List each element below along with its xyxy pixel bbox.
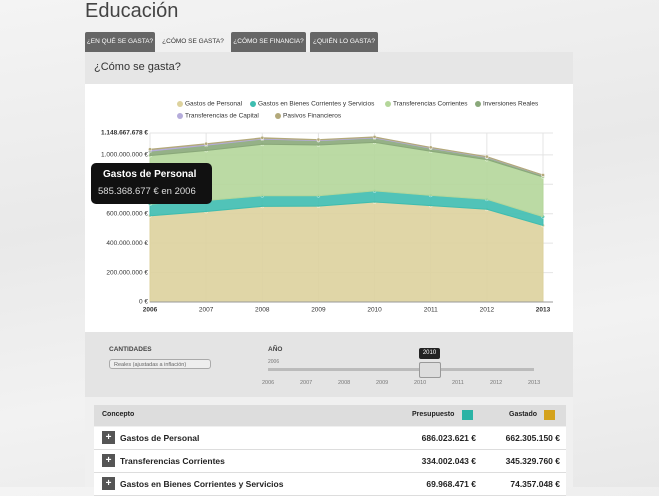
year-tick: 2006 bbox=[262, 380, 275, 386]
expand-button[interactable]: + bbox=[102, 477, 115, 490]
x-tick-label: 2009 bbox=[311, 307, 326, 314]
amounts-label: CANTIDADES bbox=[109, 346, 152, 353]
point bbox=[260, 136, 265, 140]
y-tick-label: 600.000.000 € bbox=[106, 210, 148, 217]
budget: 69.968.471 € bbox=[426, 479, 476, 489]
x-tick-label: 2011 bbox=[424, 307, 438, 314]
concept: Gastos de Personal bbox=[120, 433, 200, 443]
year-start: 2006 bbox=[268, 359, 280, 365]
chart: 0 € 200.000.000 € 400.000.000 € 600.000.000… bbox=[85, 84, 573, 332]
page-title: Educación bbox=[85, 0, 179, 22]
legend-marker bbox=[275, 113, 281, 119]
panel-title: ¿Cómo se gasta? bbox=[94, 61, 181, 73]
table-header: Concepto Presupuesto Gastado bbox=[94, 405, 566, 426]
tab[interactable]: ¿CÓMO SE FINANCIA? bbox=[231, 32, 306, 52]
expand-button[interactable]: + bbox=[102, 454, 115, 467]
tooltip-text: 585.368.677 € en 2006 bbox=[98, 186, 196, 197]
table-row: + Transferencias Corrientes 334.002.043 € 3… bbox=[94, 450, 566, 473]
tab[interactable]: ¿QUIÉN LO GASTA? bbox=[310, 32, 378, 52]
y-tick-label: 1.000.000.000 € bbox=[101, 152, 148, 159]
year-tick: 2010 bbox=[414, 380, 427, 386]
expand-button[interactable]: + bbox=[102, 431, 115, 444]
tab[interactable]: ¿EN QUÉ SE GASTA? bbox=[85, 32, 155, 52]
y-tick-label: 0 € bbox=[139, 299, 148, 306]
x-tick-label: 2010 bbox=[367, 307, 382, 314]
legend-marker bbox=[250, 101, 256, 107]
slider-track[interactable] bbox=[268, 368, 534, 371]
legend-label: Gastos en Bienes Corrientes y Servicios bbox=[258, 101, 375, 108]
table-row: + Gastos de Personal 686.023.621 € 662.305.… bbox=[94, 427, 566, 450]
budget: 686.023.621 € bbox=[421, 433, 476, 443]
x-tick-label: 2013 bbox=[536, 307, 551, 314]
legend-marker bbox=[385, 101, 391, 107]
legend-label: Transferencias de Capital bbox=[185, 113, 259, 120]
legend-marker bbox=[475, 101, 481, 107]
point bbox=[372, 135, 377, 139]
spent: 345.329.760 € bbox=[505, 456, 560, 466]
amounts-select[interactable]: Reales (ajustadas a inflación) bbox=[109, 359, 211, 369]
legend-label: Pasivos Financieros bbox=[283, 113, 342, 120]
point bbox=[204, 141, 208, 146]
header-cell[interactable]: Gastado bbox=[509, 411, 538, 418]
x-tick-label: 2007 bbox=[199, 307, 214, 314]
spent: 662.305.150 € bbox=[505, 433, 560, 443]
tooltip: Gastos de Personal 585.368.677 € en 2006 bbox=[91, 163, 212, 204]
tab-active[interactable]: ¿CÓMO SE GASTA? bbox=[159, 32, 227, 52]
year-tick: 2012 bbox=[490, 380, 503, 386]
slider-handle[interactable] bbox=[419, 362, 441, 378]
x-tick-label: 2006 bbox=[143, 307, 158, 314]
panel-header bbox=[85, 52, 573, 84]
year-tick: 2009 bbox=[376, 380, 389, 386]
legend-marker bbox=[177, 101, 183, 107]
legend-label: Inversiones Reales bbox=[483, 101, 539, 108]
point bbox=[148, 147, 152, 152]
point bbox=[428, 145, 433, 150]
point bbox=[541, 173, 545, 177]
area bbox=[149, 201, 544, 303]
x-tick-label: 2008 bbox=[255, 307, 270, 314]
spent: 74.357.048 € bbox=[510, 479, 560, 489]
tooltip-title: Gastos de Personal bbox=[103, 169, 197, 180]
year-tick: 2011 bbox=[452, 380, 464, 386]
point bbox=[485, 154, 489, 159]
year-tick: 2008 bbox=[338, 380, 351, 386]
y-tick-label: 400.000.000 € bbox=[106, 240, 148, 247]
year-label: AÑO bbox=[268, 346, 283, 353]
point bbox=[316, 137, 321, 142]
slider-value: 2010 bbox=[419, 348, 440, 359]
year-tick: 2007 bbox=[300, 380, 313, 386]
legend-label: Gastos de Personal bbox=[185, 101, 243, 108]
y-tick-label: 1.148.667.678 € bbox=[101, 130, 148, 137]
header-cell: Concepto bbox=[102, 411, 135, 418]
budget: 334.002.043 € bbox=[421, 456, 476, 466]
header-cell[interactable]: Presupuesto bbox=[412, 411, 455, 418]
legend-label: Transferencias Corrientes bbox=[393, 101, 468, 108]
legend-marker bbox=[177, 113, 183, 119]
year-tick: 2013 bbox=[528, 380, 541, 386]
y-tick-label: 200.000.000 € bbox=[106, 269, 148, 276]
x-tick-label: 2012 bbox=[480, 307, 495, 314]
table-row: + Gastos en Bienes Corrientes y Servicios… bbox=[94, 473, 566, 496]
concept: Transferencias Corrientes bbox=[120, 456, 225, 466]
concept: Gastos en Bienes Corrientes y Servicios bbox=[120, 479, 284, 489]
